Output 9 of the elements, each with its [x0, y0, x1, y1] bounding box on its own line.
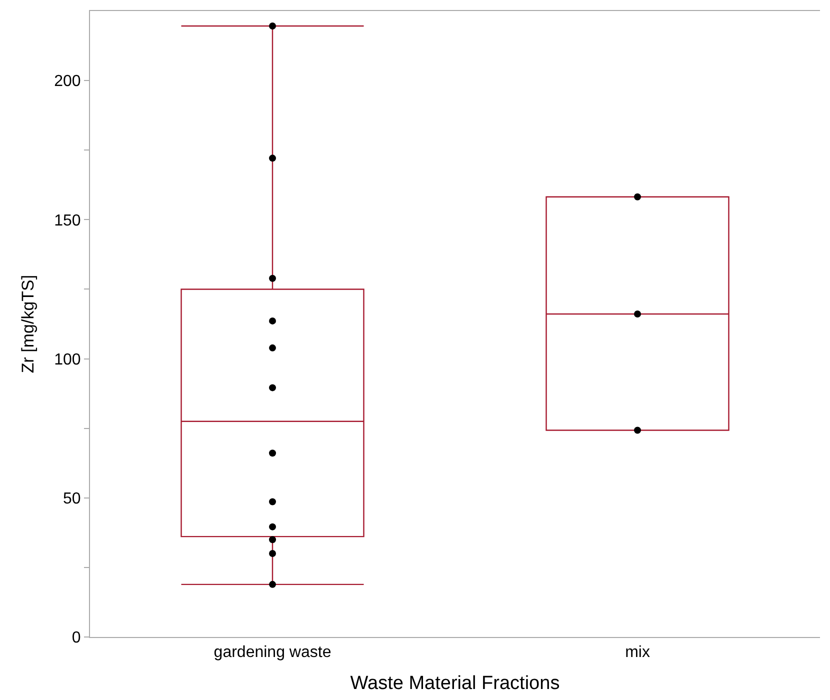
y-tick-label: 50 — [63, 490, 81, 508]
y-tick-label: 150 — [54, 212, 81, 230]
x-axis-title: Waste Material Fractions — [350, 673, 560, 694]
y-tick-label: 100 — [54, 351, 81, 368]
x-tick-label: gardening waste — [214, 644, 332, 662]
y-tick-label: 200 — [54, 73, 81, 90]
y-tick-label: 0 — [72, 630, 81, 647]
x-tick-label: mix — [625, 644, 650, 662]
y-axis-title: Zr [mg/kgTS] — [18, 274, 38, 374]
